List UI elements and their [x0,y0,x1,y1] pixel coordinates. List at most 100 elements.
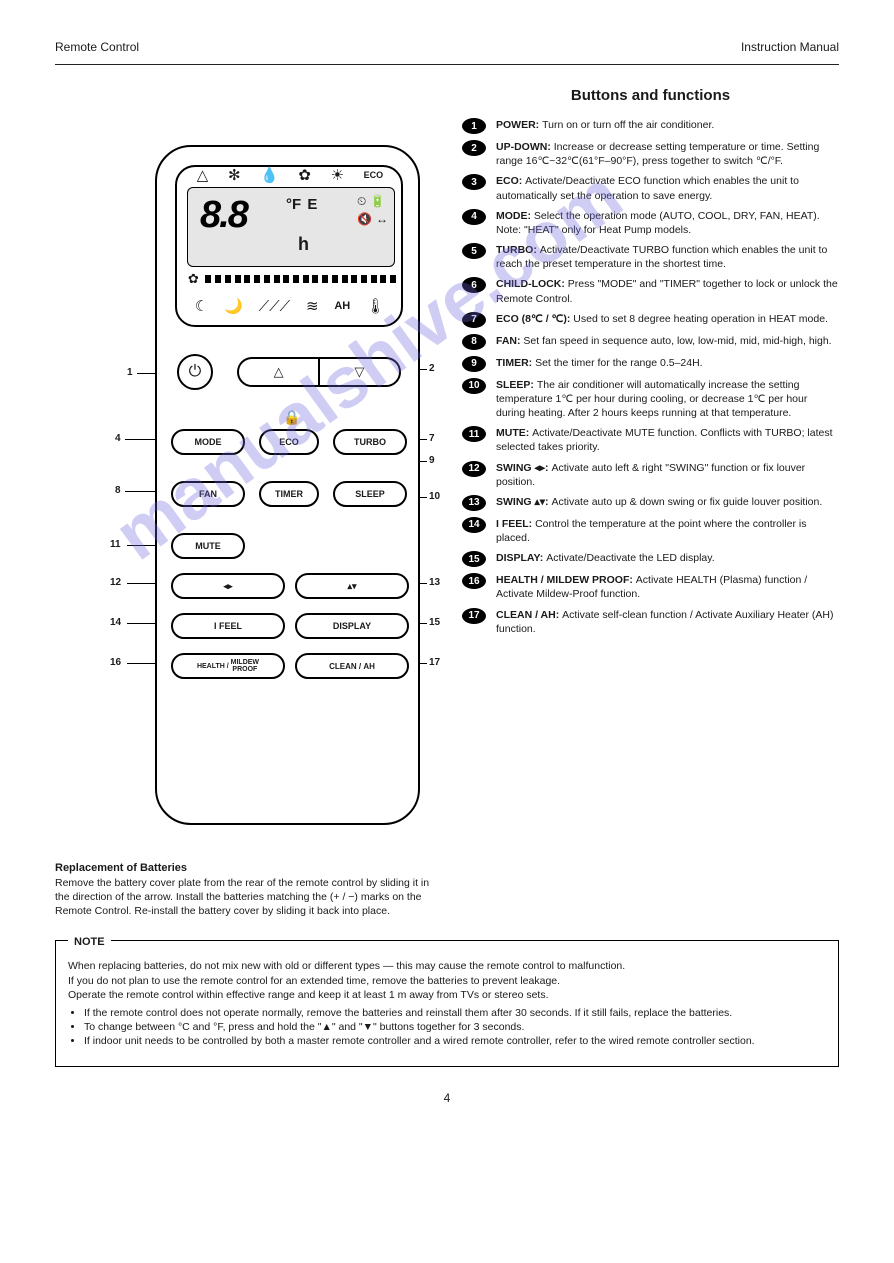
function-item: 2UP-DOWN: Increase or decrease setting t… [462,140,839,168]
fan-bar-seg [274,275,280,283]
mute-button[interactable]: MUTE [171,533,245,559]
function-num: 14 [462,517,486,533]
clean-button[interactable]: CLEAN / AH [295,653,409,679]
header-rule [55,64,839,65]
function-num: 9 [462,356,486,372]
note-line: Operate the remote control within effect… [68,988,826,1002]
fan-bar-seg [215,275,221,283]
function-text: FAN: Set fan speed in sequence auto, low… [496,334,832,348]
function-text: SWING ◂▸: Activate auto left & right "SW… [496,461,839,489]
function-item: 7 ECO (8℃ / ℃): Used to set 8 degree heat… [462,312,839,328]
ifeel-button[interactable]: I FEEL [171,613,285,639]
page-number: 4 [55,1091,839,1105]
moon-icon: ☾ [195,297,208,315]
fan-bar-seg [322,275,328,283]
callout-9: 9 [429,455,435,466]
fan-bar-seg [380,275,386,283]
power-button[interactable]: ⏻ [177,354,213,390]
updown-button[interactable]: △ ▽ [237,357,401,387]
header-left: Remote Control [55,40,139,54]
function-text: ECO (8℃ / ℃): Used to set 8 degree heati… [496,312,828,326]
function-item: 1POWER: Turn on or turn off the air cond… [462,118,839,134]
function-text: ECO: Activate/Deactivate ECO function wh… [496,174,839,202]
turbo-button[interactable]: TURBO [333,429,407,455]
eco-button[interactable]: ECO [259,429,319,455]
display-top-icons: △ ✻ 💧 ✿ ☀ ECO [187,166,393,184]
function-text: TIMER: Set the timer for the range 0.5–2… [496,356,703,370]
sun-icon: ☀ [331,166,344,184]
note-bullets: If the remote control does not operate n… [68,1006,826,1049]
louver-icon: ⟋⟋⟋ [259,298,291,315]
callout-2: 2 [429,363,435,374]
callout-7: 7 [429,433,435,444]
mute-icon: 🔇 [357,212,372,226]
function-text: HEALTH / MILDEW PROOF: Activate HEALTH (… [496,573,839,601]
callout-11: 11 [110,539,121,550]
sleep-button[interactable]: SLEEP [333,481,407,507]
function-num: 7 [462,312,486,328]
note-line: When replacing batteries, do not mix new… [68,959,826,973]
callout-8: 8 [115,485,121,496]
callout-15: 15 [429,617,440,628]
swing-ud-button[interactable]: ▴▾ [295,573,409,599]
fan-bar-seg [390,275,396,283]
fan-bar-seg [361,275,367,283]
battery-icon: 🔋 [370,194,385,209]
note-bullet: To change between °C and °F, press and h… [84,1020,826,1034]
display-bottom-icons: ☾ 🌙 ⟋⟋⟋ ≋ AH 🌡 [187,297,393,315]
display-right-icons: ⏲ 🔋 🔇 ↔ [357,194,388,226]
power-icon: ⏻ [189,363,202,381]
function-text: DISPLAY: Activate/Deactivate the LED dis… [496,551,715,565]
wave-icon: ≋ [306,297,319,315]
function-item: 13SWING ▴▾: Activate auto up & down swin… [462,495,839,511]
function-text: MUTE: Activate/Deactivate MUTE function.… [496,426,839,454]
fan-bar-seg [205,275,211,283]
function-item: 5TURBO: Activate/Deactivate TURBO functi… [462,243,839,271]
function-text: CLEAN / AH: Activate self-clean function… [496,608,839,636]
timer-icon: ⏲ [357,194,366,209]
fan-button[interactable]: FAN [171,481,245,507]
note-line: If you do not plan to use the remote con… [68,974,826,988]
function-text: CHILD-LOCK: Press "MODE" and "TIMER" tog… [496,277,839,305]
battery-replacement-section: Replacement of Batteries Remove the batt… [55,861,440,918]
swing-lr-button[interactable]: ◂▸ [171,573,285,599]
function-num: 10 [462,378,486,394]
function-num: 15 [462,551,486,567]
fan-small-icon: ✿ [188,271,199,287]
function-num: 6 [462,277,486,293]
function-item: 12SWING ◂▸: Activate auto left & right "… [462,461,839,489]
function-num: 4 [462,209,486,225]
callout-13: 13 [429,577,440,588]
battery-replacement-title: Replacement of Batteries [55,861,440,876]
note-box: NOTE When replacing batteries, do not mi… [55,940,839,1067]
mode-button[interactable]: MODE [171,429,245,455]
thermo-icon: 🌡 [366,297,385,315]
display-deg: °F E [286,196,317,213]
fan-bar-seg [371,275,377,283]
callout-12: 12 [110,577,121,588]
function-item: 10SLEEP: The air conditioner will automa… [462,378,839,421]
note-bullet: If the remote control does not operate n… [84,1006,826,1020]
display-screen: 8.8 °F E h ⏲ 🔋 [187,187,395,267]
swing-icon: ↔ [376,212,388,226]
fan-bar-seg [293,275,299,283]
display-h: h [298,234,309,255]
callout-4: 4 [115,433,121,444]
health-button[interactable]: HEALTH / MILDEW PROOF [171,653,285,679]
callout-17: 17 [429,657,440,668]
function-num: 1 [462,118,486,134]
timer-button[interactable]: TIMER [259,481,319,507]
remote-diagram: 1 4 8 11 12 14 16 6 5 3 [55,145,440,845]
up-triangle-icon: △ [239,359,318,385]
sleep-icon: 🌙 [224,297,243,315]
fan-bar-seg [244,275,250,283]
function-num: 17 [462,608,486,624]
function-num: 11 [462,426,486,442]
lock-icon: 🔒 [283,409,300,426]
function-num: 2 [462,140,486,156]
display-button[interactable]: DISPLAY [295,613,409,639]
note-title: NOTE [68,936,111,948]
function-num: 3 [462,174,486,190]
fan-bar-seg [225,275,231,283]
function-num: 5 [462,243,486,259]
